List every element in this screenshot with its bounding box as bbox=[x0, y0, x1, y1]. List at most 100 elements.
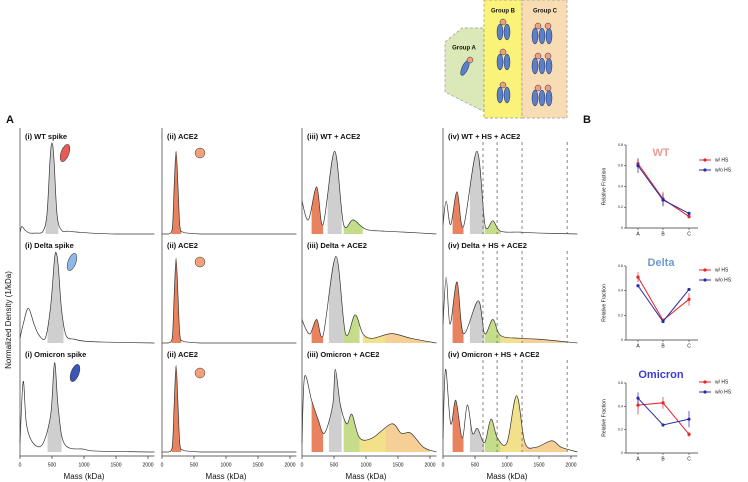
x-tick-label: 1000 bbox=[501, 462, 512, 468]
x-axis-label: Mass (kDa) bbox=[64, 472, 105, 481]
legend-label: w/ HS bbox=[715, 379, 729, 385]
panel-title: (i) Omicron spike bbox=[25, 350, 86, 359]
x-tick-label: 2000 bbox=[565, 462, 576, 468]
shaded-region bbox=[359, 369, 386, 452]
shaded-region bbox=[311, 369, 324, 452]
x-tick-label: B bbox=[661, 231, 665, 237]
y-tick-label: 0 bbox=[621, 226, 623, 230]
panel-icons bbox=[59, 144, 206, 382]
legend-label: w/o HS bbox=[715, 277, 732, 283]
y-tick-label: 0.6 bbox=[618, 264, 623, 268]
x-tick-label: 0 bbox=[442, 462, 445, 468]
legend-label: w/ HS bbox=[715, 267, 729, 273]
point bbox=[687, 211, 691, 216]
legend-label: w/o HS bbox=[715, 389, 732, 395]
point bbox=[687, 214, 691, 219]
y-tick-label: 0.6 bbox=[618, 164, 623, 168]
group-header: Group A Group B Group C bbox=[444, 0, 568, 119]
shaded-region bbox=[385, 256, 430, 343]
y-tick-label: 0.4 bbox=[618, 404, 623, 408]
x-tick-label: 0 bbox=[19, 462, 22, 468]
shaded-region bbox=[47, 252, 64, 343]
density-curve bbox=[162, 150, 297, 235]
y-tick-label: 0.2 bbox=[618, 313, 623, 317]
panel-title: (i) WT spike bbox=[25, 132, 67, 141]
spike-icons bbox=[460, 18, 553, 107]
x-tick-label: 1500 bbox=[110, 462, 121, 468]
shaded-region bbox=[311, 256, 324, 343]
shaded-region bbox=[343, 151, 363, 234]
panel-title: (iii) Delta + ACE2 bbox=[307, 241, 367, 250]
shaded-region bbox=[385, 369, 430, 452]
group-label: Group A bbox=[452, 46, 476, 52]
shaded-region bbox=[522, 277, 568, 343]
y-tick-label: 0.2 bbox=[618, 205, 623, 209]
y-axis-label: Relative Fraction bbox=[601, 284, 607, 322]
x-tick-label: C bbox=[687, 456, 691, 462]
chart-title: WT bbox=[652, 147, 669, 159]
density-curve bbox=[442, 276, 578, 344]
point bbox=[687, 297, 691, 301]
legend-marker bbox=[703, 278, 707, 282]
x-tick-label: 1000 bbox=[220, 462, 231, 468]
shaded-region bbox=[452, 277, 464, 343]
chart-title: Delta bbox=[648, 257, 676, 269]
x-tick-label: 2000 bbox=[284, 462, 295, 468]
x-tick-label: 500 bbox=[190, 462, 199, 468]
x-axis-label: Mass (kDa) bbox=[487, 472, 528, 481]
y-tick-label: 0.4 bbox=[618, 184, 623, 188]
density-curve bbox=[19, 362, 155, 453]
series-line bbox=[637, 163, 690, 218]
x-tick-label: 0 bbox=[301, 462, 304, 468]
shaded-region bbox=[311, 151, 324, 234]
panel-title: (ii) ACE2 bbox=[167, 241, 198, 250]
x-tick-label: 1000 bbox=[78, 462, 89, 468]
x-tick-label: 1500 bbox=[392, 462, 403, 468]
y-tick-label: 0.8 bbox=[618, 143, 623, 147]
point bbox=[661, 423, 665, 427]
shaded-region bbox=[484, 151, 501, 234]
shaded-region bbox=[327, 151, 342, 234]
x-tick-label: 2000 bbox=[424, 462, 435, 468]
point bbox=[687, 287, 691, 292]
panel-title: (iv) Omicron + HS + ACE2 bbox=[448, 350, 539, 359]
shaded-region bbox=[343, 369, 360, 452]
legend-label: w/ HS bbox=[715, 157, 729, 163]
density-curve bbox=[301, 256, 437, 344]
x-tick-label: A bbox=[636, 343, 640, 349]
point bbox=[636, 284, 640, 288]
x-tick-label: C bbox=[687, 343, 691, 349]
point bbox=[636, 275, 640, 279]
shaded-region bbox=[171, 151, 182, 234]
y-tick-label: 0.2 bbox=[618, 428, 623, 432]
y-tick-label: 0.4 bbox=[618, 289, 623, 293]
legend-marker bbox=[703, 390, 707, 394]
series-line bbox=[637, 402, 690, 435]
density-curve bbox=[301, 368, 437, 453]
point bbox=[661, 401, 665, 405]
x-tick-label: A bbox=[636, 456, 640, 462]
shaded-region bbox=[469, 369, 484, 452]
group-label: Group C bbox=[533, 9, 558, 15]
x-tick-label: 500 bbox=[330, 462, 339, 468]
density-curve bbox=[442, 150, 578, 235]
shaded-region bbox=[343, 256, 360, 343]
point bbox=[636, 403, 640, 407]
legend-marker bbox=[703, 268, 707, 272]
shaded-region bbox=[452, 151, 464, 234]
legend-marker bbox=[703, 380, 707, 384]
y-tick-label: 0.6 bbox=[618, 381, 623, 385]
legend-marker bbox=[703, 168, 707, 172]
panel-title: (iii) WT + ACE2 bbox=[307, 132, 360, 141]
panel-title: (ii) ACE2 bbox=[167, 350, 198, 359]
shaded-region bbox=[45, 142, 59, 234]
x-tick-label: B bbox=[661, 456, 665, 462]
point bbox=[661, 319, 665, 324]
density-curve bbox=[301, 150, 437, 235]
shaded-region bbox=[522, 369, 568, 452]
x-tick-label: 0 bbox=[161, 462, 164, 468]
x-tick-label: 500 bbox=[471, 462, 480, 468]
panel-title: (i) Delta spike bbox=[25, 241, 74, 250]
panel-title: (ii) ACE2 bbox=[167, 132, 198, 141]
